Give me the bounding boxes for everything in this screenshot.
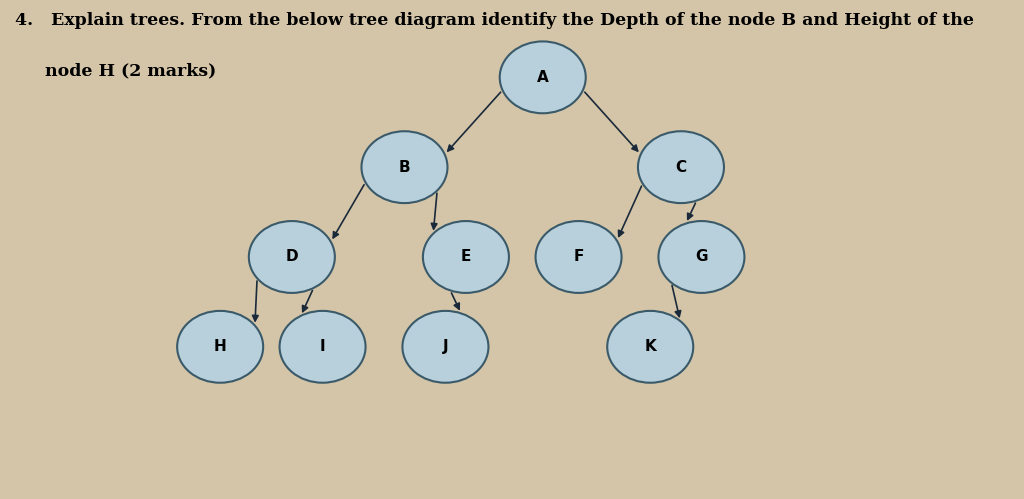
Text: B: B [398,160,411,175]
Ellipse shape [280,311,366,383]
Text: C: C [676,160,686,175]
Text: E: E [461,250,471,264]
Ellipse shape [249,221,335,293]
Ellipse shape [500,41,586,113]
Text: I: I [319,339,326,354]
Ellipse shape [177,311,263,383]
Text: K: K [644,339,656,354]
Ellipse shape [361,131,447,203]
Ellipse shape [423,221,509,293]
Ellipse shape [607,311,693,383]
Text: F: F [573,250,584,264]
Text: A: A [537,70,549,85]
Text: G: G [695,250,708,264]
Text: node H (2 marks): node H (2 marks) [15,62,217,79]
Text: J: J [442,339,449,354]
Text: H: H [214,339,226,354]
Text: 4.   Explain trees. From the below tree diagram identify the Depth of the node B: 4. Explain trees. From the below tree di… [15,12,975,29]
Ellipse shape [658,221,744,293]
Ellipse shape [638,131,724,203]
Ellipse shape [402,311,488,383]
Ellipse shape [536,221,622,293]
Text: D: D [286,250,298,264]
